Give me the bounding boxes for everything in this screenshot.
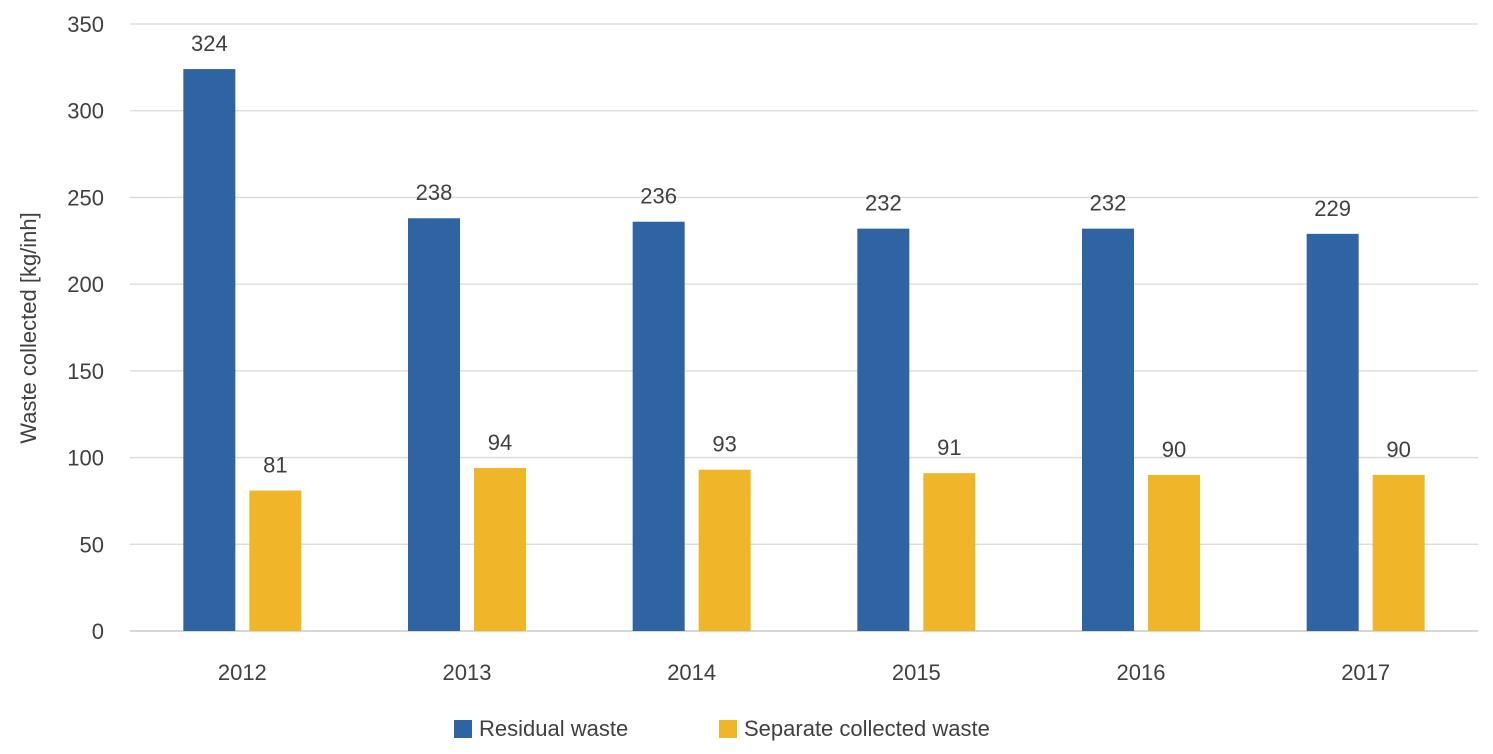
y-tick-label: 250 xyxy=(67,185,104,210)
x-tick-label: 2016 xyxy=(1117,660,1166,685)
y-tick-label: 350 xyxy=(67,12,104,37)
bar-separate-collected-waste-2014 xyxy=(698,469,751,631)
legend-label: Residual waste xyxy=(479,716,628,741)
data-label: 93 xyxy=(712,432,736,457)
y-tick-label: 50 xyxy=(80,532,104,557)
x-tick-label: 2015 xyxy=(892,660,941,685)
bar-separate-collected-waste-2015 xyxy=(923,473,976,631)
data-label: 324 xyxy=(191,31,228,56)
y-tick-label: 100 xyxy=(67,446,104,471)
bar-separate-collected-waste-2017 xyxy=(1372,474,1425,631)
data-label: 238 xyxy=(416,180,453,205)
data-label: 94 xyxy=(488,430,512,455)
bar-residual-waste-2013 xyxy=(408,218,460,632)
data-label: 90 xyxy=(1386,437,1410,462)
data-label: 232 xyxy=(1090,191,1127,216)
bar-residual-waste-2017 xyxy=(1306,233,1359,631)
x-tick-label: 2017 xyxy=(1341,660,1390,685)
data-label: 81 xyxy=(263,453,287,478)
bar-separate-collected-waste-2016 xyxy=(1148,474,1200,631)
legend-label: Separate collected waste xyxy=(744,716,990,741)
legend: Residual waste Separate collected waste xyxy=(454,716,990,741)
gridlines xyxy=(130,23,1478,632)
y-axis-ticks: 0 50 100 150 200 250 300 350 xyxy=(67,12,104,644)
x-tick-label: 2014 xyxy=(667,660,716,685)
x-tick-label: 2013 xyxy=(443,660,492,685)
data-label: 232 xyxy=(865,191,902,216)
bar-separate-collected-waste-2013 xyxy=(474,467,526,631)
data-label: 236 xyxy=(640,184,677,209)
data-labels: 324 81 238 94 236 93 232 91 232 90 229 90 xyxy=(191,31,1411,477)
legend-swatch xyxy=(454,720,472,738)
bar-residual-waste-2012 xyxy=(183,69,236,631)
x-axis-ticks: 2012 2013 2014 2015 2016 2017 xyxy=(218,660,1390,685)
bar-residual-waste-2014 xyxy=(632,221,685,632)
y-axis-title: Waste collected [kg/inh] xyxy=(16,212,41,444)
y-tick-label: 150 xyxy=(67,359,104,384)
data-label: 91 xyxy=(937,435,961,460)
bar-separate-collected-waste-2012 xyxy=(249,490,302,631)
bars xyxy=(183,69,1425,632)
y-tick-label: 200 xyxy=(67,272,104,297)
bar-residual-waste-2015 xyxy=(857,228,910,631)
y-tick-label: 300 xyxy=(67,99,104,124)
data-label: 229 xyxy=(1314,196,1351,221)
legend-swatch xyxy=(719,720,737,738)
y-tick-label: 0 xyxy=(92,619,104,644)
bar-residual-waste-2016 xyxy=(1082,228,1134,631)
x-tick-label: 2012 xyxy=(218,660,267,685)
data-label: 90 xyxy=(1162,437,1186,462)
